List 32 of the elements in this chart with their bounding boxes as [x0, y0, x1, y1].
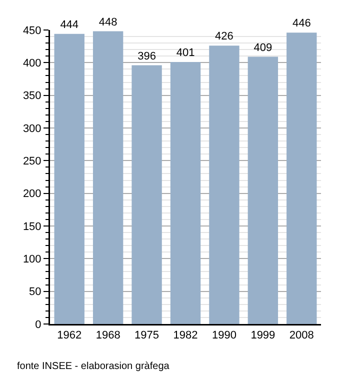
y-tick-label: 250: [22, 156, 42, 168]
y-tick-label: 450: [22, 24, 42, 37]
y-tick-label: 350: [22, 90, 42, 102]
y-tick-label: 200: [22, 188, 42, 200]
data-label: 401: [176, 47, 195, 60]
bar: [248, 56, 278, 324]
x-tick-label: 1968: [96, 330, 120, 342]
bar: [209, 46, 240, 324]
bar: [92, 31, 124, 324]
x-tick-label: 1982: [173, 330, 198, 342]
data-label: 409: [254, 42, 272, 54]
source-note: fonte INSEE - elaborasion gràfega: [17, 361, 170, 372]
x-tick-label: 2008: [289, 330, 314, 342]
x-tick-label: 1962: [57, 330, 82, 342]
x-tick-label: 1999: [250, 330, 276, 342]
bar: [286, 32, 317, 324]
bar: [170, 62, 201, 324]
x-tick-label: 1975: [134, 330, 160, 342]
data-label: 448: [98, 16, 118, 28]
data-label: 444: [60, 18, 79, 31]
y-tick-label: 50: [29, 286, 42, 298]
bar: [132, 65, 162, 324]
y-tick-label: 300: [22, 122, 42, 135]
data-label: 446: [292, 18, 311, 30]
y-tick-label: 100: [22, 254, 42, 266]
y-tick-label: 150: [22, 220, 42, 233]
bar: [54, 34, 84, 324]
data-label: 426: [215, 30, 234, 43]
x-tick-label: 1990: [212, 330, 236, 342]
y-tick-label: 400: [22, 58, 42, 70]
y-tick-label: 0: [35, 318, 42, 331]
data-label: 396: [138, 50, 156, 62]
